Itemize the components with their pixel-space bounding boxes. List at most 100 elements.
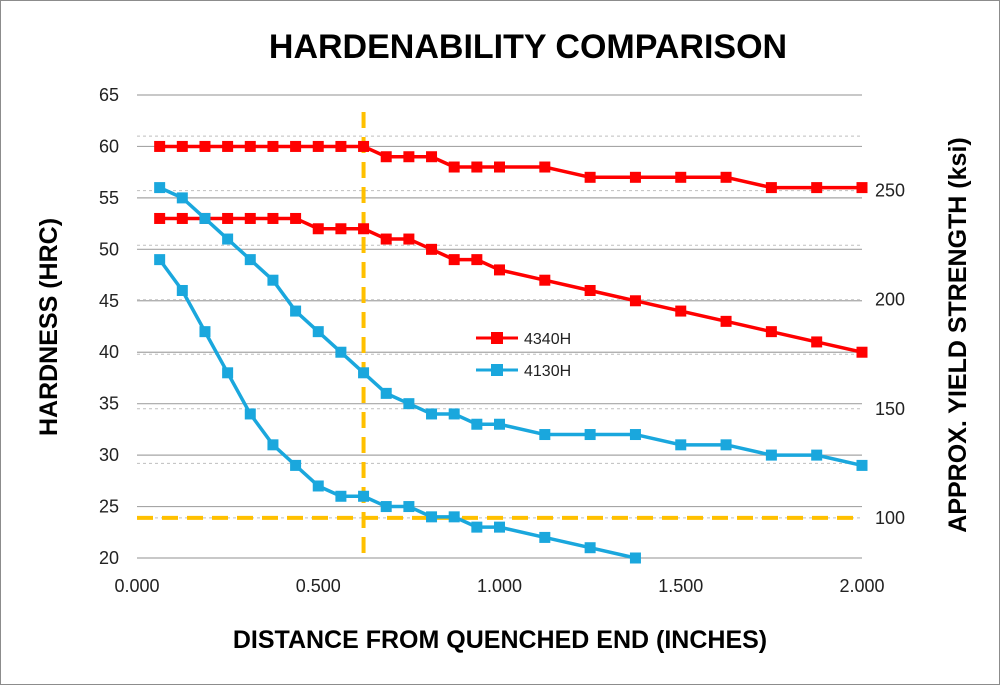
- data-point-4130h: [380, 387, 392, 399]
- data-point-4130h: [494, 418, 505, 430]
- data-point-4130h: [403, 398, 415, 410]
- data-point-4130h: [222, 233, 234, 245]
- data-point-4340h: [222, 140, 234, 152]
- legend-marker-4130h: [491, 364, 503, 376]
- y-tick-label: 55: [99, 188, 119, 208]
- y-tick-label: 40: [99, 342, 119, 362]
- data-point-4130h: [154, 254, 166, 266]
- data-point-4130h: [494, 521, 505, 533]
- secondary-y-tick-label: 250: [875, 181, 905, 201]
- data-point-4130h: [403, 501, 415, 513]
- secondary-y-tick-label: 100: [875, 508, 905, 528]
- data-point-4340h: [811, 336, 823, 348]
- data-point-4340h: [811, 182, 823, 194]
- data-point-4130h: [629, 552, 641, 564]
- data-point-4340h: [290, 140, 302, 152]
- data-point-4130h: [584, 429, 596, 441]
- data-point-4340h: [380, 151, 392, 163]
- y-axis-title: HARDNESS (HRC): [35, 218, 63, 436]
- data-point-4340h: [176, 212, 188, 224]
- data-point-4340h: [629, 171, 641, 183]
- data-point-4340h: [471, 254, 483, 266]
- data-point-4130h: [154, 182, 166, 194]
- legend-label-4340h: 4340H: [524, 331, 571, 348]
- data-point-4130h: [426, 511, 438, 523]
- data-point-4340h: [380, 233, 392, 245]
- data-point-4130h: [176, 284, 188, 296]
- series-lines: [154, 140, 868, 564]
- data-point-4340h: [267, 140, 279, 152]
- data-point-4340h: [358, 140, 370, 152]
- data-point-4340h: [675, 305, 687, 317]
- data-point-4130h: [675, 439, 687, 451]
- tick-labels: 20 25 30 35 40 45 50 55 60 65 100 150 200 250 0.000 0.5…: [99, 85, 905, 596]
- data-point-4130h: [222, 367, 234, 379]
- data-point-4130h: [290, 305, 302, 317]
- chart-title: HARDENABILITY COMPARISON: [269, 28, 787, 66]
- x-tick-label: 1.000: [477, 576, 522, 596]
- data-point-4130h: [811, 449, 823, 461]
- data-point-4130h: [267, 439, 279, 451]
- data-point-4340h: [448, 161, 460, 173]
- data-point-4340h: [426, 243, 438, 255]
- data-point-4340h: [584, 284, 596, 296]
- data-point-4130h: [629, 429, 641, 441]
- data-point-4340h: [584, 171, 596, 183]
- series-line-4340h-band-2: [159, 216, 863, 354]
- data-point-4340h: [244, 140, 256, 152]
- data-point-4340h: [290, 212, 302, 224]
- data-point-4130h: [448, 511, 460, 523]
- data-point-4340h: [222, 212, 234, 224]
- data-point-4340h: [176, 140, 188, 152]
- data-point-4130h: [584, 542, 596, 554]
- y-tick-label: 30: [99, 445, 119, 465]
- legend-item-4130h: 4130H: [476, 363, 571, 380]
- data-point-4130h: [199, 212, 211, 224]
- y-tick-label: 50: [99, 239, 119, 259]
- series-line-4130h-band-1: [158, 186, 863, 468]
- x-tick-label: 1.500: [658, 576, 703, 596]
- data-point-4340h: [448, 254, 460, 266]
- data-point-4130h: [176, 192, 188, 204]
- data-point-4340h: [856, 346, 868, 358]
- data-point-4130h: [358, 367, 370, 379]
- y-tick-label: 35: [99, 394, 119, 414]
- data-point-4340h: [312, 140, 324, 152]
- data-point-4340h: [471, 161, 483, 173]
- data-point-4130h: [312, 480, 324, 492]
- data-point-4130h: [267, 274, 279, 286]
- data-point-4130h: [539, 429, 551, 441]
- data-point-4340h: [494, 161, 505, 173]
- secondary-y-tick-label: 200: [875, 290, 905, 310]
- y-tick-label: 20: [99, 548, 119, 568]
- legend-label-4130h: 4130H: [524, 363, 571, 380]
- data-point-4340h: [154, 212, 166, 224]
- data-point-4340h: [720, 171, 732, 183]
- data-point-4340h: [539, 161, 551, 173]
- x-tick-label: 2.000: [839, 576, 884, 596]
- legend-marker-4340h: [491, 332, 503, 344]
- y-tick-label: 45: [99, 291, 119, 311]
- x-tick-label: 0.000: [114, 576, 159, 596]
- data-point-4340h: [267, 212, 279, 224]
- data-point-4340h: [154, 140, 166, 152]
- data-point-4130h: [765, 449, 777, 461]
- data-point-4130h: [312, 326, 324, 338]
- data-point-4130h: [290, 459, 302, 471]
- series-line-4340h-band-1: [159, 144, 862, 190]
- data-point-4340h: [358, 223, 370, 235]
- y-tick-label: 65: [99, 85, 119, 105]
- data-point-4340h: [675, 171, 687, 183]
- data-point-4130h: [720, 439, 732, 451]
- y-tick-label: 60: [99, 136, 119, 156]
- data-point-4340h: [244, 212, 256, 224]
- data-point-4340h: [539, 274, 551, 286]
- data-point-4340h: [765, 326, 777, 338]
- data-point-4130h: [335, 490, 347, 502]
- data-point-4130h: [471, 521, 483, 533]
- data-point-4130h: [358, 490, 370, 502]
- data-point-4340h: [494, 264, 505, 276]
- data-point-4130h: [199, 326, 211, 338]
- secondary-y-axis-title: APPROX. YIELD STRENGTH (ksi): [944, 137, 972, 532]
